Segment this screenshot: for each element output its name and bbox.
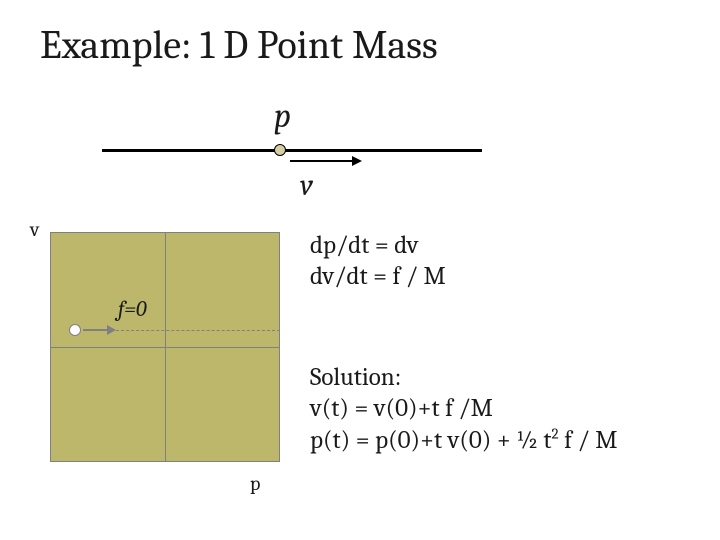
phase-point: [69, 324, 81, 336]
p-label: p: [274, 96, 291, 136]
phase-plot-haxis: [50, 347, 280, 348]
v-label: v: [300, 168, 313, 203]
ode-line-1: dp/dt = dv: [310, 230, 446, 261]
velocity-arrow-shaft: [290, 160, 352, 162]
slide-title: Example: 1 D Point Mass: [40, 22, 438, 68]
phase-arrow-shaft: [83, 329, 107, 331]
solution-p: p(t) = p(0)+t v(0) + ½ t2 f / M: [310, 425, 617, 456]
phase-dashed-line: [116, 330, 280, 331]
one-half: ½: [516, 426, 538, 455]
solution-v: v(t) = v(0)+t f /M: [310, 393, 617, 424]
point-mass: [274, 144, 286, 156]
solution-p-tail: f / M: [559, 426, 618, 455]
solution-p-t: t: [538, 426, 552, 455]
solution-p-prefix: p(t) = p(0)+t v(0) +: [310, 426, 516, 455]
solution-block: Solution: v(t) = v(0)+t f /M p(t) = p(0)…: [310, 362, 617, 456]
ode-equations: dp/dt = dv dv/dt = f / M: [310, 230, 446, 293]
f-zero-label: f=0: [118, 296, 147, 322]
phase-p-axis-label: p: [250, 472, 260, 495]
phase-arrow-head: [107, 325, 116, 335]
solution-heading: Solution:: [310, 362, 617, 393]
mass-line: [102, 149, 482, 152]
velocity-arrow-head: [352, 156, 362, 166]
solution-p-exp: 2: [552, 424, 559, 442]
phase-v-axis-label: v: [30, 218, 39, 241]
slide: Example: 1 D Point Mass p v v p f=0 dp/d…: [0, 0, 720, 540]
ode-line-2: dv/dt = f / M: [310, 261, 446, 292]
